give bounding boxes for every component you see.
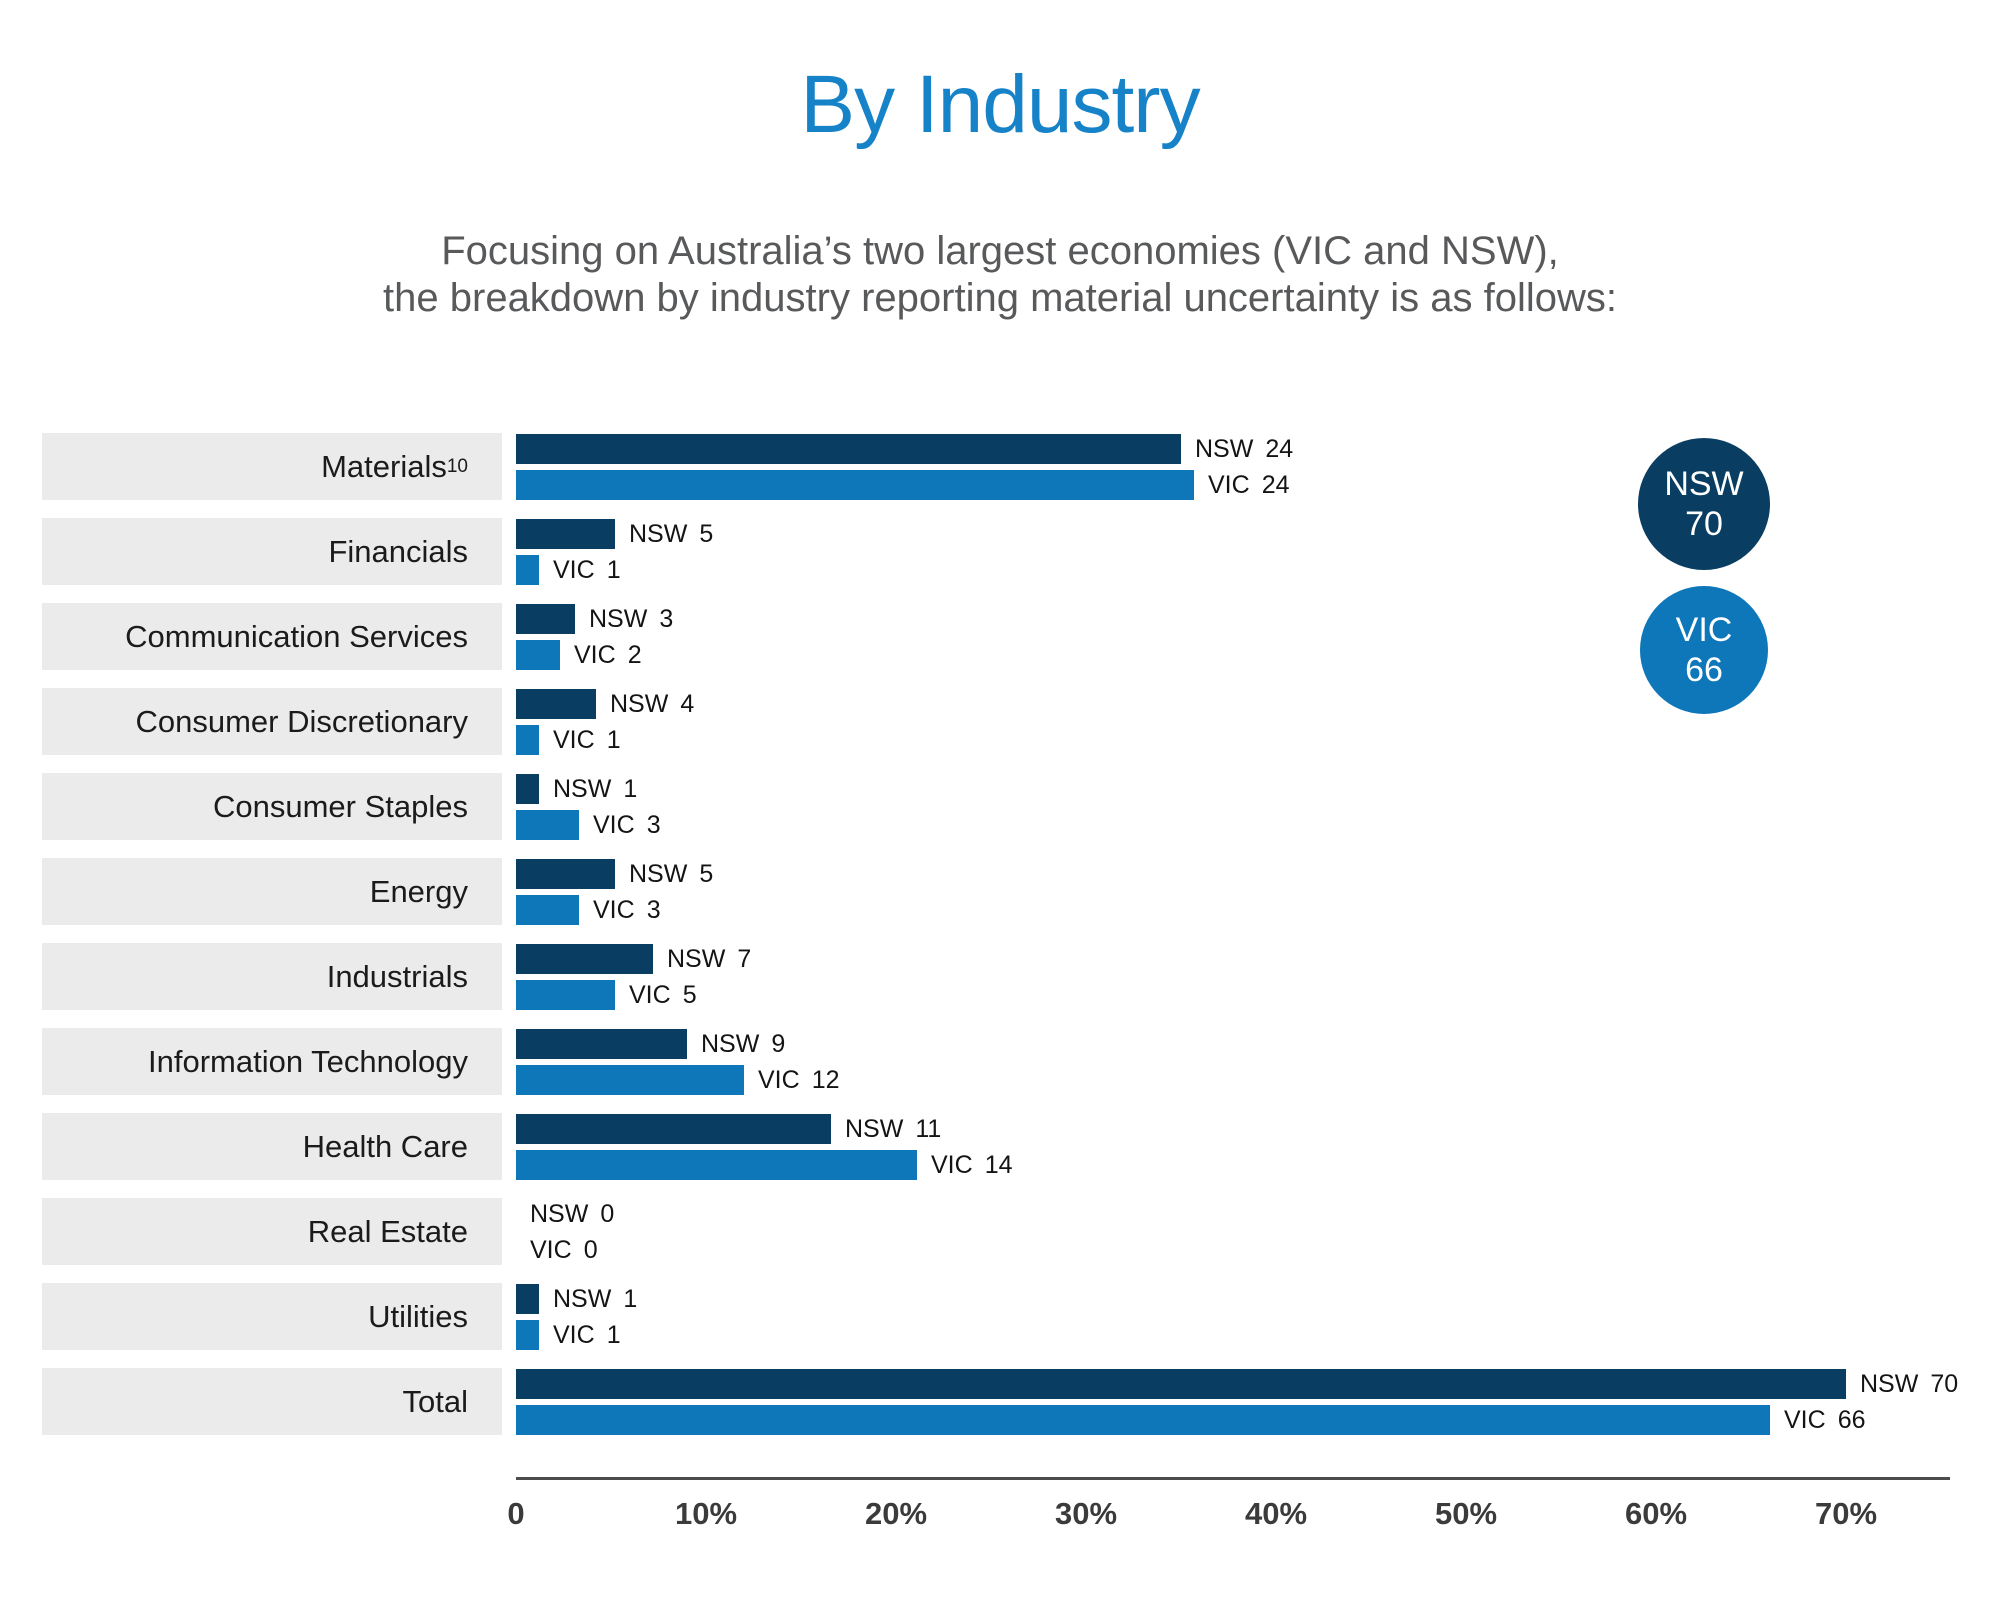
chart-row-financials: Financials NSW 5 VIC 1 bbox=[42, 518, 1958, 585]
x-axis-line bbox=[516, 1477, 1950, 1480]
legend-nsw-value: 70 bbox=[1685, 505, 1723, 543]
legend-nsw-label: NSW bbox=[1664, 465, 1744, 503]
x-tick-40: 40% bbox=[1244, 1496, 1308, 1531]
nsw-bar bbox=[516, 1369, 1846, 1399]
category-label: Consumer Discretionary bbox=[42, 688, 502, 755]
nsw-value-label: NSW 9 bbox=[701, 1029, 786, 1058]
nsw-value-label: NSW 1 bbox=[553, 1284, 638, 1313]
vic-bar bbox=[516, 725, 539, 755]
category-label: Consumer Staples bbox=[42, 773, 502, 840]
vic-value-label: VIC 3 bbox=[593, 810, 661, 839]
nsw-bar bbox=[516, 519, 615, 549]
vic-bar bbox=[516, 470, 1194, 500]
legend-vic-value: 66 bbox=[1685, 651, 1723, 689]
subtitle-line-1: Focusing on Australia’s two largest econ… bbox=[441, 229, 1559, 273]
vic-value-label: VIC 1 bbox=[553, 555, 621, 584]
x-tick-20: 20% bbox=[864, 1496, 928, 1531]
chart-row-consumer-discretionary: Consumer Discretionary NSW 4 VIC 1 bbox=[42, 688, 1958, 755]
vic-bar bbox=[516, 1405, 1770, 1435]
vic-bar bbox=[516, 640, 560, 670]
nsw-bar bbox=[516, 689, 596, 719]
category-label: Communication Services bbox=[42, 603, 502, 670]
nsw-bar bbox=[516, 859, 615, 889]
vic-value-label: VIC 5 bbox=[629, 980, 697, 1009]
vic-value-label: VIC 2 bbox=[574, 640, 642, 669]
chart-row-information-technology: Information Technology NSW 9 VIC 12 bbox=[42, 1028, 1958, 1095]
legend-nsw-circle: NSW 70 bbox=[1638, 438, 1770, 570]
vic-bar bbox=[516, 1150, 917, 1180]
category-label: Utilities bbox=[42, 1283, 502, 1350]
nsw-value-label: NSW 1 bbox=[553, 774, 638, 803]
legend-vic-label: VIC bbox=[1675, 611, 1733, 649]
vic-bar bbox=[516, 810, 579, 840]
category-label: Information Technology bbox=[42, 1028, 502, 1095]
vic-bar bbox=[516, 980, 615, 1010]
nsw-value-label: NSW 5 bbox=[629, 519, 714, 548]
nsw-bar bbox=[516, 1114, 831, 1144]
category-label: Industrials bbox=[42, 943, 502, 1010]
category-label: Financials bbox=[42, 518, 502, 585]
nsw-bar bbox=[516, 434, 1181, 464]
nsw-bar bbox=[516, 1284, 539, 1314]
chart-subtitle: Focusing on Australia’s two largest econ… bbox=[0, 228, 2000, 322]
subtitle-line-2: the breakdown by industry reporting mate… bbox=[383, 276, 1617, 320]
vic-bar bbox=[516, 1065, 744, 1095]
chart-row-utilities: Utilities NSW 1 VIC 1 bbox=[42, 1283, 1958, 1350]
nsw-value-label: NSW 5 bbox=[629, 859, 714, 888]
vic-value-label: VIC 3 bbox=[593, 895, 661, 924]
x-tick-50: 50% bbox=[1434, 1496, 1498, 1531]
category-label: Materials 10 bbox=[42, 433, 502, 500]
nsw-value-label: NSW 0 bbox=[530, 1199, 615, 1228]
nsw-value-label: NSW 4 bbox=[610, 689, 695, 718]
nsw-bar bbox=[516, 604, 575, 634]
vic-bar bbox=[516, 895, 579, 925]
vic-value-label: VIC 14 bbox=[931, 1150, 1013, 1179]
chart-row-consumer-staples: Consumer Staples NSW 1 VIC 3 bbox=[42, 773, 1958, 840]
x-tick-70: 70% bbox=[1814, 1496, 1878, 1531]
category-label: Real Estate bbox=[42, 1198, 502, 1265]
nsw-bar bbox=[516, 774, 539, 804]
category-label: Energy bbox=[42, 858, 502, 925]
vic-value-label: VIC 12 bbox=[758, 1065, 840, 1094]
x-tick-30: 30% bbox=[1054, 1496, 1118, 1531]
vic-value-label: VIC 1 bbox=[553, 1320, 621, 1349]
chart-row-health-care: Health Care NSW 11 VIC 14 bbox=[42, 1113, 1958, 1180]
chart-row-communication-services: Communication Services NSW 3 VIC 2 bbox=[42, 603, 1958, 670]
nsw-value-label: NSW 11 bbox=[845, 1114, 942, 1143]
nsw-value-label: NSW 70 bbox=[1860, 1369, 1959, 1398]
chart-row-materials: Materials 10 NSW 24 VIC 24 bbox=[42, 433, 1958, 500]
category-label: Health Care bbox=[42, 1113, 502, 1180]
legend-vic-circle: VIC 66 bbox=[1640, 586, 1768, 714]
chart-row-real-estate: Real Estate NSW 0 VIC 0 bbox=[42, 1198, 1958, 1265]
nsw-bar bbox=[516, 1029, 687, 1059]
vic-value-label: VIC 1 bbox=[553, 725, 621, 754]
vic-value-label: VIC 0 bbox=[530, 1235, 598, 1264]
nsw-bar bbox=[516, 944, 653, 974]
bar-chart-rows: Materials 10 NSW 24 VIC 24 Financials NSW 5 VIC 1 C… bbox=[42, 433, 1958, 1453]
vic-bar bbox=[516, 1320, 539, 1350]
vic-value-label: VIC 24 bbox=[1208, 470, 1290, 499]
chart-row-total: Total NSW 70 VIC 66 bbox=[42, 1368, 1958, 1435]
vic-bar bbox=[516, 555, 539, 585]
x-tick-60: 60% bbox=[1624, 1496, 1688, 1531]
vic-value-label: VIC 66 bbox=[1784, 1405, 1866, 1434]
chart-row-energy: Energy NSW 5 VIC 3 bbox=[42, 858, 1958, 925]
nsw-value-label: NSW 3 bbox=[589, 604, 674, 633]
category-label: Total bbox=[42, 1368, 502, 1435]
nsw-value-label: NSW 7 bbox=[667, 944, 752, 973]
x-tick-10: 10% bbox=[674, 1496, 738, 1531]
chart-row-industrials: Industrials NSW 7 VIC 5 bbox=[42, 943, 1958, 1010]
nsw-value-label: NSW 24 bbox=[1195, 434, 1294, 463]
x-tick-0: 0 bbox=[507, 1496, 525, 1531]
page-title: By Industry bbox=[800, 59, 1200, 150]
